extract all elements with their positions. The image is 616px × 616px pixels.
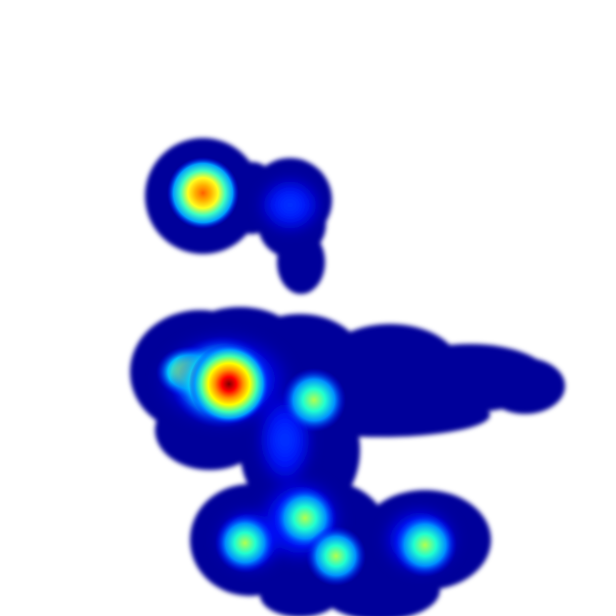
main-right-spot bbox=[282, 368, 346, 432]
lower-right-spot bbox=[393, 513, 457, 577]
upper-left-spot bbox=[167, 157, 239, 229]
main-peak bbox=[189, 344, 269, 424]
lower-left-spot bbox=[215, 513, 275, 573]
lower-center-low bbox=[306, 526, 366, 586]
hotspots bbox=[156, 157, 457, 586]
